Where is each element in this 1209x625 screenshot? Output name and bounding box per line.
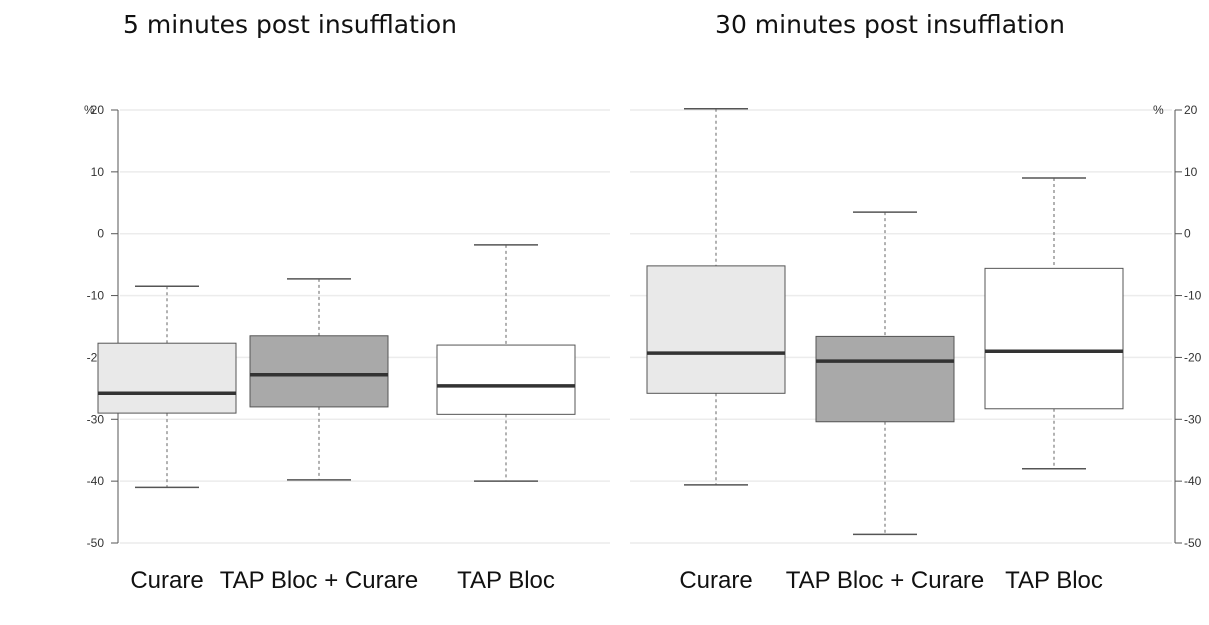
- interquartile-box: [97, 342, 237, 414]
- chart-title-30min: 30 minutes post insufflation: [715, 10, 1065, 39]
- chart-panel-30min: 20 10 0 -10 -20 -30 -40 -50% Curare TAP Bloc + Cu…: [630, 103, 1202, 594]
- interquartile-box: [984, 267, 1124, 410]
- y-tick-label: 20: [1184, 103, 1198, 117]
- y-tick-label: -40: [87, 474, 105, 488]
- interquartile-box: [249, 335, 389, 408]
- y-tick-label: 10: [1184, 165, 1198, 179]
- y-unit-label: %: [1153, 103, 1164, 117]
- y-tick-label: -30: [1184, 412, 1202, 426]
- x-category-label: TAP Bloc + Curare: [220, 567, 419, 594]
- x-category-label: TAP Bloc: [1005, 567, 1103, 594]
- y-tick-label: -10: [87, 289, 105, 303]
- interquartile-box: [815, 335, 955, 423]
- y-tick-label: 10: [91, 165, 105, 179]
- y-tick-label: -50: [87, 536, 105, 550]
- y-tick-label: -50: [1184, 536, 1202, 550]
- box-tap-bloc-curare: [249, 278, 389, 481]
- y-tick-label: -40: [1184, 474, 1202, 488]
- y-tick-label: -30: [87, 412, 105, 426]
- y-unit-label: %: [84, 103, 95, 117]
- box-tap-bloc-curare: [815, 211, 955, 536]
- y-tick-label: -20: [1184, 350, 1202, 364]
- interquartile-box: [646, 265, 786, 394]
- x-category-label: Curare: [679, 567, 752, 594]
- y-tick-label: 0: [1184, 227, 1191, 241]
- y-tick-label: -10: [1184, 289, 1202, 303]
- box-tap-bloc: [436, 244, 576, 482]
- box-curare: [97, 285, 237, 489]
- box-curare: [646, 108, 786, 486]
- x-category-label: TAP Bloc: [457, 567, 555, 594]
- x-category-label: Curare: [130, 567, 203, 594]
- x-category-label: TAP Bloc + Curare: [786, 567, 985, 594]
- chart-title-5min: 5 minutes post insufflation: [123, 10, 457, 39]
- box-tap-bloc: [984, 177, 1124, 470]
- y-tick-label: 0: [97, 227, 104, 241]
- y-tick-label: 20: [91, 103, 105, 117]
- interquartile-box: [436, 344, 576, 415]
